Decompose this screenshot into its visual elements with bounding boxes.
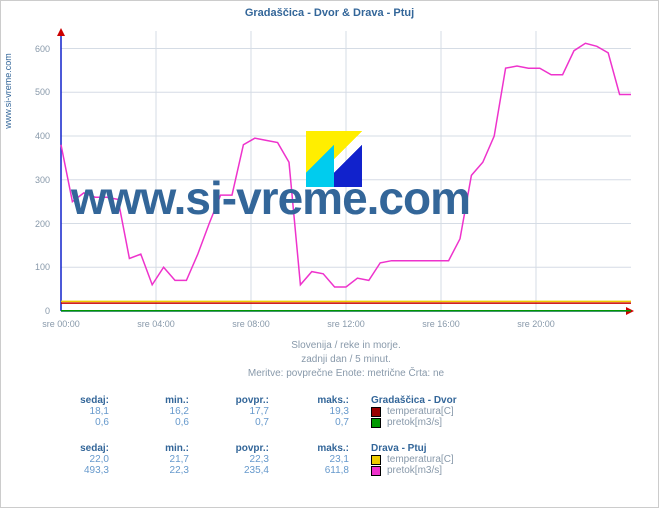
series-metric: pretok[m3/s]	[387, 465, 442, 476]
x-tick-label: sre 16:00	[422, 319, 460, 329]
stats-header: maks.:	[281, 395, 361, 406]
x-tick-label: sre 20:00	[517, 319, 555, 329]
stats-value: 16,2	[121, 406, 201, 417]
y-tick-label: 100	[20, 262, 50, 272]
stats-header: maks.:	[281, 443, 361, 454]
stats-value: 22,3	[201, 454, 281, 465]
stats-header: sedaj:	[41, 443, 121, 454]
y-axis-label: www.si-vreme.com	[3, 1, 13, 181]
stats-header: povpr.:	[201, 395, 281, 406]
stats-block-2: sedaj: min.: povpr.: maks.: Drava - Ptuj…	[41, 443, 621, 476]
info-line: Slovenija / reke in morje.	[56, 339, 636, 353]
series-metric: pretok[m3/s]	[387, 417, 442, 428]
watermark-logo	[306, 131, 362, 187]
chart-container: Gradaščica - Dvor & Drava - Ptuj www.si-…	[0, 0, 659, 508]
color-swatch	[371, 455, 381, 465]
series-metric: temperatura[C]	[387, 406, 454, 417]
color-swatch	[371, 418, 381, 428]
y-tick-label: 500	[20, 87, 50, 97]
color-swatch	[371, 466, 381, 476]
stats-value: 17,7	[201, 406, 281, 417]
chart-title: Gradaščica - Dvor & Drava - Ptuj	[1, 1, 658, 19]
stats-header: sedaj:	[41, 395, 121, 406]
info-line: zadnji dan / 5 minut.	[56, 353, 636, 367]
info-block: Slovenija / reke in morje. zadnji dan / …	[56, 339, 636, 381]
y-tick-label: 300	[20, 175, 50, 185]
x-tick-label: sre 00:00	[42, 319, 80, 329]
y-tick-label: 600	[20, 44, 50, 54]
stats-value: 19,3	[281, 406, 361, 417]
info-line: Meritve: povprečne Enote: metrične Črta:…	[56, 367, 636, 381]
stats-block-1: sedaj: min.: povpr.: maks.: Gradaščica -…	[41, 395, 621, 428]
x-tick-label: sre 04:00	[137, 319, 175, 329]
stats-value: 22,0	[41, 454, 121, 465]
stats-value: 22,3	[121, 465, 201, 476]
y-tick-label: 200	[20, 219, 50, 229]
stats-value: 18,1	[41, 406, 121, 417]
series-metric: temperatura[C]	[387, 454, 454, 465]
stats-header: min.:	[121, 443, 201, 454]
stats-value: 611,8	[281, 465, 361, 476]
stats-header: povpr.:	[201, 443, 281, 454]
stats-value: 0,7	[281, 417, 361, 428]
stats-value: 0,6	[41, 417, 121, 428]
x-tick-label: sre 08:00	[232, 319, 270, 329]
stats-value: 0,7	[201, 417, 281, 428]
stats-value: 21,7	[121, 454, 201, 465]
stats-value: 235,4	[201, 465, 281, 476]
y-tick-label: 400	[20, 131, 50, 141]
stats-value: 0,6	[121, 417, 201, 428]
x-tick-label: sre 12:00	[327, 319, 365, 329]
series-name: Gradaščica - Dvor	[371, 395, 457, 406]
stats-value: 493,3	[41, 465, 121, 476]
color-swatch	[371, 407, 381, 417]
stats-header: min.:	[121, 395, 201, 406]
y-tick-label: 0	[20, 306, 50, 316]
series-name: Drava - Ptuj	[371, 443, 427, 454]
stats-value: 23,1	[281, 454, 361, 465]
